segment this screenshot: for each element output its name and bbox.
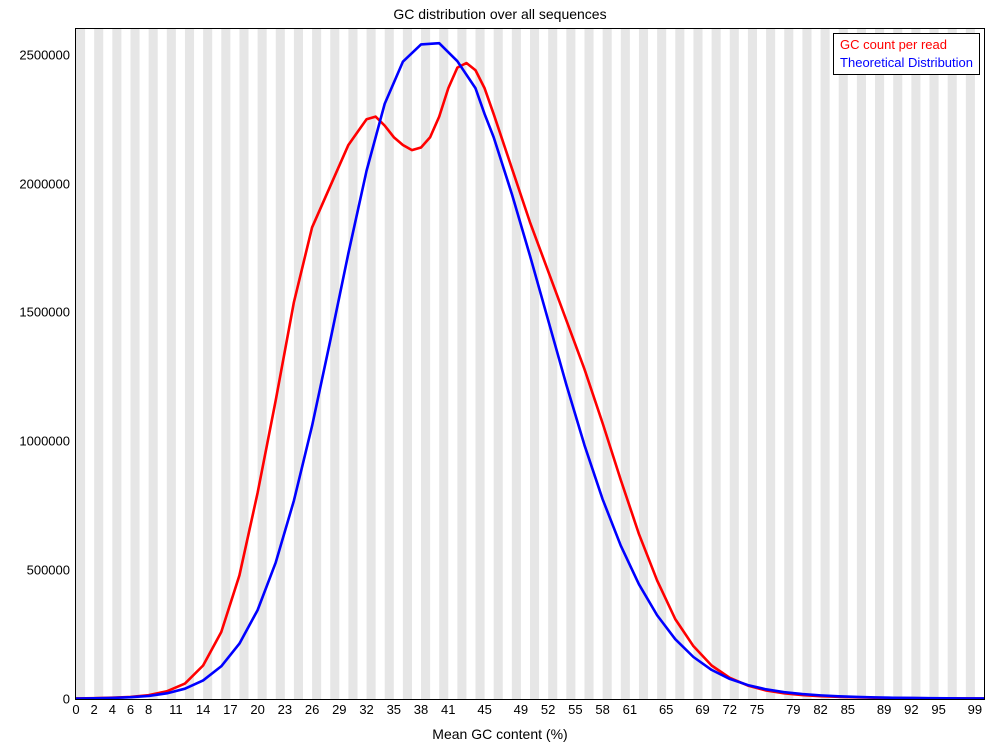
- x-tick-label: 35: [387, 702, 401, 717]
- x-tick-label: 92: [904, 702, 918, 717]
- x-tick-label: 58: [595, 702, 609, 717]
- x-tick-label: 61: [623, 702, 637, 717]
- x-tick-label: 2: [91, 702, 98, 717]
- x-tick-label: 85: [841, 702, 855, 717]
- x-tick-label: 75: [750, 702, 764, 717]
- x-tick-label: 29: [332, 702, 346, 717]
- x-tick-label: 0: [72, 702, 79, 717]
- x-tick-label: 6: [127, 702, 134, 717]
- y-tick-label: 1500000: [19, 305, 70, 320]
- x-tick-label: 11: [169, 702, 183, 717]
- chart-title: GC distribution over all sequences: [0, 6, 1000, 22]
- x-tick-label: 26: [305, 702, 319, 717]
- x-tick-label: 55: [568, 702, 582, 717]
- plot-svg: [76, 29, 984, 699]
- x-tick-label: 95: [931, 702, 945, 717]
- x-tick-label: 65: [659, 702, 673, 717]
- y-tick-label: 2500000: [19, 47, 70, 62]
- plot-area: GC count per readTheoretical Distributio…: [75, 28, 985, 700]
- y-tick-label: 2000000: [19, 176, 70, 191]
- x-tick-label: 14: [196, 702, 210, 717]
- y-tick-label: 1000000: [19, 434, 70, 449]
- x-tick-label: 72: [723, 702, 737, 717]
- x-tick-label: 8: [145, 702, 152, 717]
- x-tick-label: 69: [695, 702, 709, 717]
- x-tick-label: 89: [877, 702, 891, 717]
- y-tick-label: 500000: [27, 563, 70, 578]
- gc-distribution-chart: GC distribution over all sequences GC co…: [0, 0, 1000, 748]
- legend: GC count per readTheoretical Distributio…: [833, 33, 980, 75]
- x-tick-label: 20: [250, 702, 264, 717]
- x-tick-label: 4: [109, 702, 116, 717]
- legend-item: Theoretical Distribution: [840, 54, 973, 72]
- x-tick-label: 49: [514, 702, 528, 717]
- x-tick-label: 17: [223, 702, 237, 717]
- x-tick-label: 32: [359, 702, 373, 717]
- y-tick-label: 0: [63, 692, 70, 707]
- x-axis-label: Mean GC content (%): [0, 726, 1000, 742]
- x-tick-label: 41: [441, 702, 455, 717]
- x-tick-label: 38: [414, 702, 428, 717]
- legend-item: GC count per read: [840, 36, 973, 54]
- x-tick-label: 99: [968, 702, 982, 717]
- x-tick-label: 45: [477, 702, 491, 717]
- x-tick-label: 82: [813, 702, 827, 717]
- x-tick-label: 52: [541, 702, 555, 717]
- x-tick-label: 79: [786, 702, 800, 717]
- x-tick-label: 23: [278, 702, 292, 717]
